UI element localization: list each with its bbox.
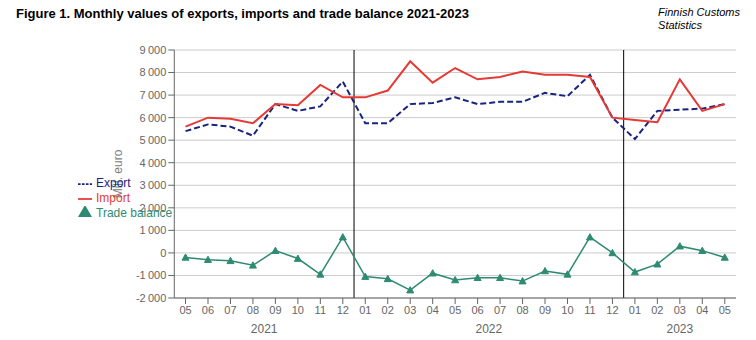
svg-text:6 000: 6 000 [140, 112, 167, 124]
svg-text:09: 09 [269, 304, 281, 316]
svg-text:7 000: 7 000 [140, 89, 167, 101]
svg-text:3 000: 3 000 [140, 179, 167, 191]
svg-text:01: 01 [359, 304, 371, 316]
svg-text:0: 0 [160, 247, 166, 259]
svg-text:11: 11 [315, 304, 326, 316]
svg-text:04: 04 [427, 304, 439, 316]
svg-text:02: 02 [651, 304, 663, 316]
svg-text:4 000: 4 000 [140, 157, 167, 169]
svg-text:01: 01 [629, 304, 641, 316]
svg-text:06: 06 [202, 304, 214, 316]
svg-text:2023: 2023 [666, 322, 693, 336]
svg-text:5 000: 5 000 [140, 134, 167, 146]
svg-text:07: 07 [224, 304, 236, 316]
svg-text:09: 09 [539, 304, 551, 316]
svg-text:12: 12 [606, 304, 618, 316]
svg-text:10: 10 [561, 304, 573, 316]
svg-text:11: 11 [584, 304, 595, 316]
svg-text:05: 05 [719, 304, 731, 316]
svg-text:06: 06 [471, 304, 483, 316]
svg-text:12: 12 [337, 304, 349, 316]
svg-text:02: 02 [382, 304, 394, 316]
svg-text:03: 03 [674, 304, 686, 316]
svg-text:04: 04 [696, 304, 708, 316]
svg-text:08: 08 [247, 304, 259, 316]
svg-text:03: 03 [404, 304, 416, 316]
svg-text:-1 000: -1 000 [136, 269, 166, 281]
svg-text:2021: 2021 [251, 322, 278, 336]
svg-text:07: 07 [494, 304, 506, 316]
svg-text:-2 000: -2 000 [136, 292, 166, 304]
svg-text:1 000: 1 000 [140, 224, 167, 236]
svg-text:08: 08 [516, 304, 528, 316]
svg-text:9 000: 9 000 [140, 44, 167, 56]
svg-text:8 000: 8 000 [140, 66, 167, 78]
svg-text:2022: 2022 [475, 322, 502, 336]
svg-text:2 000: 2 000 [140, 202, 167, 214]
svg-text:10: 10 [292, 304, 304, 316]
svg-text:Mill. euro: Mill. euro [111, 149, 125, 198]
svg-text:05: 05 [179, 304, 191, 316]
svg-text:05: 05 [449, 304, 461, 316]
